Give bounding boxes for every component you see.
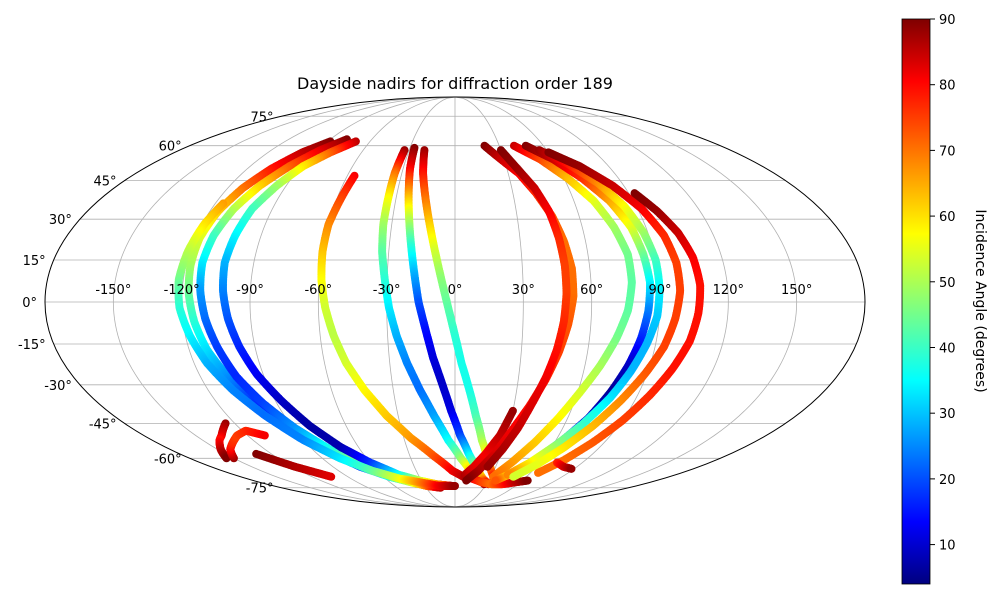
data-point	[462, 476, 471, 485]
longitude-tick-label: 60°	[580, 283, 603, 298]
colorbar-tick-label: 80	[939, 79, 956, 94]
data-point	[534, 468, 543, 477]
longitude-tick-label: 30°	[512, 283, 535, 298]
longitude-tick-label: -150°	[95, 283, 131, 298]
colorbar: 10 20 30 40 50 60 70 80 90 Incidence Angle (degr…	[901, 13, 988, 585]
longitude-tick-label: -90°	[236, 283, 264, 298]
data-point	[260, 431, 269, 440]
latitude-tick-label: 30°	[49, 213, 72, 228]
longitude-tick-label: -120°	[164, 283, 200, 298]
colorbar-tick-label: 50	[939, 276, 956, 291]
latitude-tick-label: 60°	[159, 140, 182, 155]
longitude-gridline	[454, 97, 798, 507]
latitude-tick-label: -75°	[246, 482, 274, 497]
data-point	[483, 462, 492, 471]
colorbar-tick-label: 60	[939, 210, 956, 225]
data-points	[174, 135, 705, 492]
data-point	[451, 482, 459, 490]
colorbar-tick-label: 10	[939, 539, 956, 554]
plot-area: -150° -120° -90° -60° -30° 0° 30° 60° 90° 120° 150…	[18, 96, 866, 508]
longitude-tick-label: 0°	[448, 283, 463, 298]
latitude-tick-label: 0°	[22, 296, 37, 311]
colorbar-tick-label: 70	[939, 144, 956, 159]
colorbar-ticks: 10 20 30 40 50 60 70 80 90	[930, 13, 956, 554]
longitude-tick-label: 90°	[648, 283, 671, 298]
longitude-tick-label: 120°	[713, 283, 744, 298]
latitude-tick-label: -45°	[89, 417, 117, 432]
latitude-tick-label: -60°	[154, 452, 182, 467]
data-point	[523, 476, 532, 485]
colorbar-tick-label: 40	[939, 341, 956, 356]
colorbar-tick-label: 90	[939, 13, 956, 28]
latitude-tick-label: 15°	[23, 254, 46, 269]
data-point	[509, 472, 518, 481]
data-point	[491, 476, 500, 485]
colorbar-label: Incidence Angle (degrees)	[972, 209, 988, 392]
data-point	[567, 464, 576, 473]
longitude-tick-label: -60°	[304, 283, 332, 298]
data-point	[508, 406, 517, 415]
colorbar-gradient	[901, 18, 931, 585]
longitude-tick-label: 150°	[781, 283, 812, 298]
chart-title: Dayside nadirs for diffraction order 189	[297, 74, 613, 93]
colorbar-tick-label: 30	[939, 407, 956, 422]
data-point	[327, 472, 336, 481]
colorbar-tick-label: 20	[939, 473, 956, 488]
longitude-gridline	[454, 97, 729, 507]
latitude-tick-label: 45°	[94, 175, 117, 190]
latitude-tick-label: 75°	[250, 110, 273, 125]
latitude-tick-label: -30°	[44, 379, 72, 394]
longitude-tick-label: -30°	[373, 283, 401, 298]
latitude-tick-label: -15°	[18, 338, 46, 353]
